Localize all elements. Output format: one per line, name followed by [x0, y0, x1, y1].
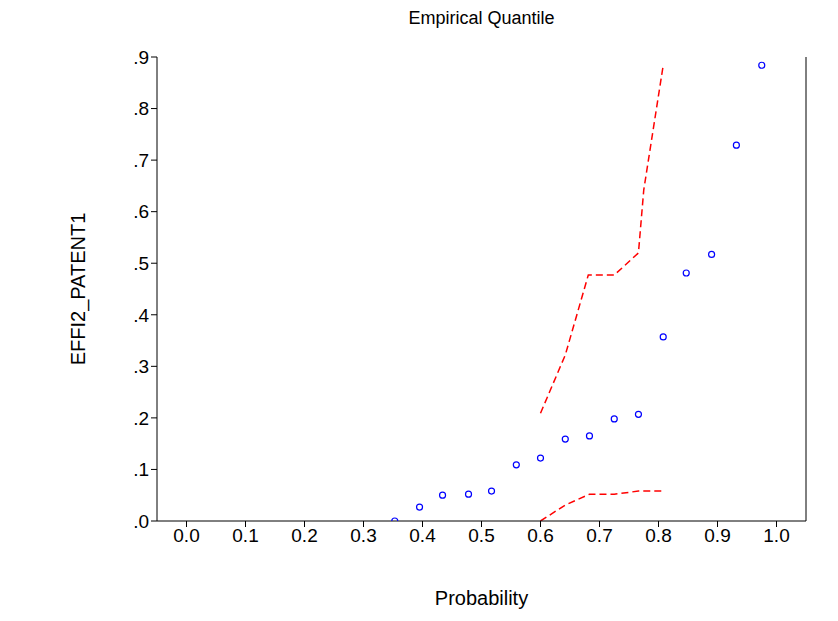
- svg-text:.9: .9: [133, 47, 149, 68]
- svg-text:1.0: 1.0: [763, 525, 789, 546]
- svg-text:.7: .7: [133, 150, 149, 171]
- svg-text:0.8: 0.8: [645, 525, 671, 546]
- svg-text:.8: .8: [133, 98, 149, 119]
- svg-text:EFFI2_PATENT1: EFFI2_PATENT1: [67, 213, 90, 366]
- svg-text:0.6: 0.6: [527, 525, 553, 546]
- svg-text:.1: .1: [133, 459, 149, 480]
- svg-text:.4: .4: [133, 305, 149, 326]
- svg-text:0.1: 0.1: [232, 525, 258, 546]
- svg-text:0.5: 0.5: [468, 525, 494, 546]
- svg-text:.3: .3: [133, 356, 149, 377]
- svg-text:.6: .6: [133, 201, 149, 222]
- svg-text:0.7: 0.7: [586, 525, 612, 546]
- svg-text:0.9: 0.9: [704, 525, 730, 546]
- svg-text:Probability: Probability: [435, 587, 528, 609]
- svg-text:.0: .0: [133, 511, 149, 532]
- svg-text:0.3: 0.3: [350, 525, 376, 546]
- svg-text:.2: .2: [133, 408, 149, 429]
- html-text:Empirical Quantile: Empirical Quantile: [408, 8, 555, 28]
- svg-text:0.4: 0.4: [409, 525, 436, 546]
- svg-text:0.0: 0.0: [173, 525, 199, 546]
- svg-text:.5: .5: [133, 253, 149, 274]
- svg-text:0.2: 0.2: [291, 525, 317, 546]
